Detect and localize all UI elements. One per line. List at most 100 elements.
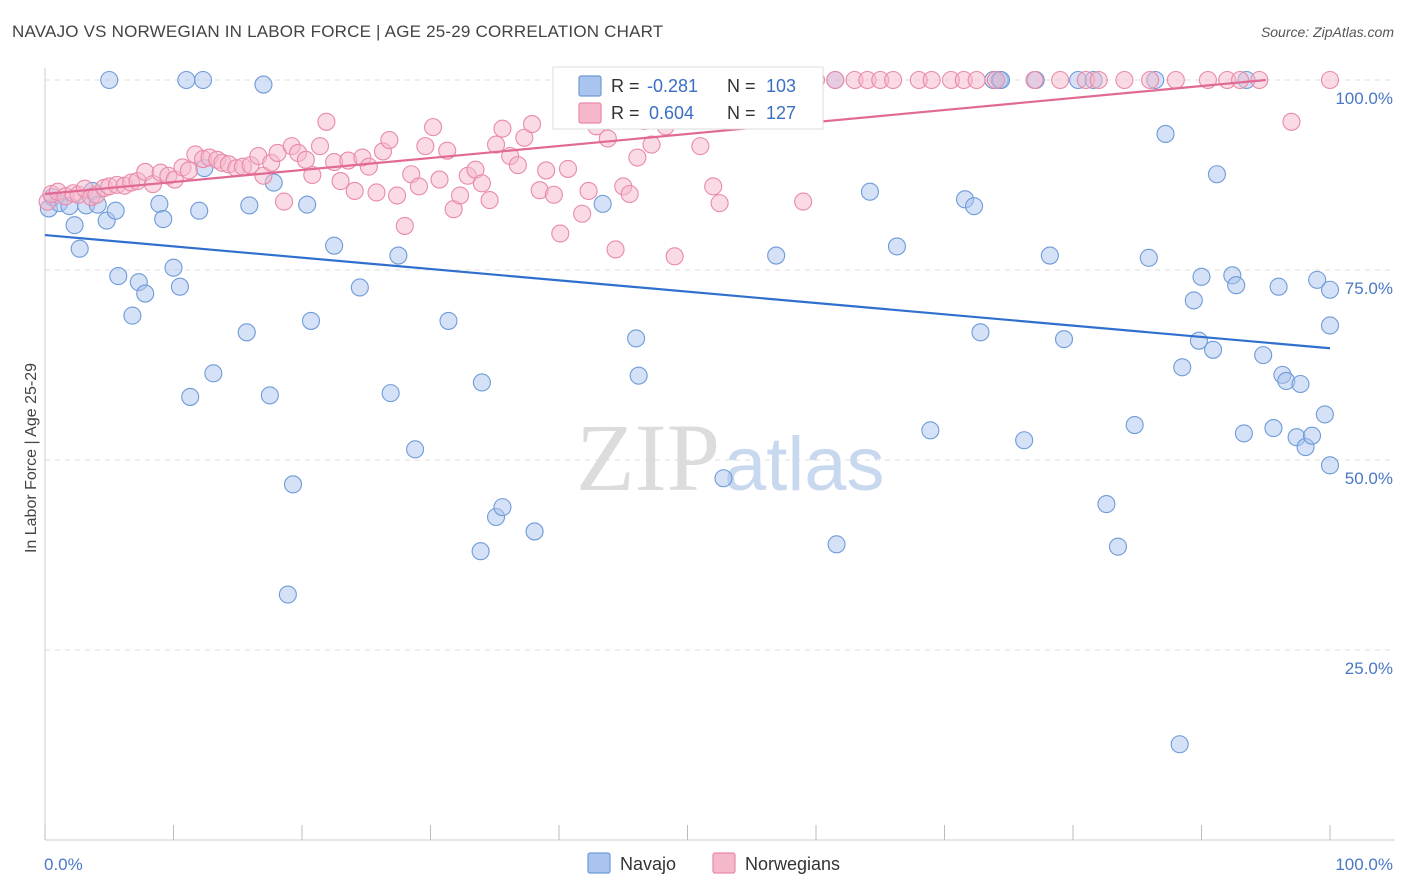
navajo-point [860,182,880,201]
norwegian-point [493,119,512,138]
navajo-point [767,246,786,265]
navajo-point [106,201,125,220]
norwegian-point [922,70,941,90]
y-tick-label: 25.0% [1345,659,1393,678]
navajo-point [389,246,408,265]
norwegian-point [438,141,457,160]
navajo-point [1156,124,1175,144]
navajo-point [123,306,142,325]
navajo-point [1097,495,1116,514]
navajo-point [194,70,213,90]
navajo-point [525,522,544,541]
navajo-point [1264,419,1283,438]
navajo-point [1302,426,1322,445]
navajo-point [1170,735,1189,754]
navajo-point [109,267,128,286]
norwegian-point [573,204,592,223]
norwegian-trend-line [44,78,1266,196]
legend-n-label-norwegian: N = [727,103,756,123]
y-axis-label: In Labor Force | Age 25-29 [23,363,40,553]
norwegian-point [179,161,198,180]
norwegian-point [1231,70,1250,90]
navajo-point [100,70,119,90]
norwegian-point [704,177,723,196]
norwegian-point [544,185,563,204]
norwegian-point [794,192,813,211]
norwegian-point [1166,70,1185,90]
norwegian-point [416,137,435,156]
navajo-point [887,237,907,256]
navajo-point [1234,424,1253,443]
bottom-legend-navajo: Navajo [620,854,676,874]
norwegian-point [579,181,598,201]
navajo-point [237,323,256,342]
navajo-point [1320,316,1340,335]
norwegian-point [317,112,336,131]
navajo-point [170,277,189,296]
navajo-point [1139,248,1158,267]
norwegian-point [303,165,322,185]
navajo-point [1173,358,1192,377]
norwegian-point [710,194,729,213]
navajo-point [136,284,155,303]
norwegian-point [551,224,570,243]
norwegian-point [331,172,350,191]
norwegian-point [665,247,684,266]
navajo-point [164,258,183,277]
navajo-point [1227,276,1246,295]
norwegian-point [424,118,443,137]
norwegian-point [826,70,845,90]
navajo-point [1291,374,1310,394]
norwegian-point [967,70,986,90]
norwegian-point [1141,70,1160,90]
navajo-point [1269,277,1288,296]
watermark-zip: ZIP [576,404,720,511]
legend-r-value-norwegian: 0.604 [649,103,694,123]
navajo-point [381,384,400,403]
navajo-point [472,373,491,392]
legend-r-label-navajo: R = [611,76,640,96]
trend-lines [44,78,1331,350]
norwegian-point [486,135,506,154]
x-tick-label: 0.0% [44,855,83,874]
watermark-atlas: atlas [724,422,885,507]
navajo-point [65,216,84,235]
norwegian-point [558,159,578,178]
navajo-point [181,387,200,406]
navajo-point [1040,246,1059,265]
navajo-point [1315,405,1334,424]
norwegian-point [451,186,470,205]
navajo-point [1207,165,1226,184]
bottom-legend-norwegians: Norwegians [745,854,840,874]
norwegian-point [537,161,556,180]
legend-top: R = -0.281 N = 103 R = 0.604 N = 127 [552,66,824,130]
source-label: Source: ZipAtlas.com [1260,24,1394,40]
legend-n-value-norwegian: 127 [766,103,796,123]
navajo-point [177,70,196,90]
y-tick-label: 50.0% [1345,469,1393,488]
norwegian-point [642,135,661,154]
navajo-point [1254,346,1273,365]
norwegian-point [430,170,449,189]
x-tick-labels: 0.0% 100.0% [44,855,1393,874]
norwegian-point [1051,70,1070,90]
norwegian-point [691,137,710,156]
navajo-point [283,475,303,494]
y-tick-label: 75.0% [1345,279,1393,298]
legend-swatch-navajo [578,75,602,97]
x-tick-label: 100.0% [1335,855,1393,874]
navajo-point [298,195,317,214]
norwegian-point [508,156,527,175]
navajo-point [325,236,344,255]
navajo-point [1184,291,1203,310]
navajo-point [70,239,89,258]
norwegian-point [628,148,647,167]
navajo-point [714,469,733,488]
norwegian-point [1320,70,1340,90]
navajo-point [1320,456,1340,475]
norwegian-point [395,216,414,235]
legend-bottom: Navajo Norwegians [587,852,840,874]
norwegian-point [1115,70,1134,90]
norwegian-point [380,130,399,150]
